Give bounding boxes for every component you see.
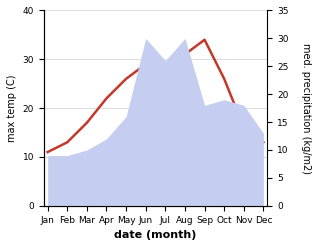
Y-axis label: max temp (C): max temp (C) <box>7 74 17 142</box>
X-axis label: date (month): date (month) <box>114 230 197 240</box>
Y-axis label: med. precipitation (kg/m2): med. precipitation (kg/m2) <box>301 43 311 174</box>
